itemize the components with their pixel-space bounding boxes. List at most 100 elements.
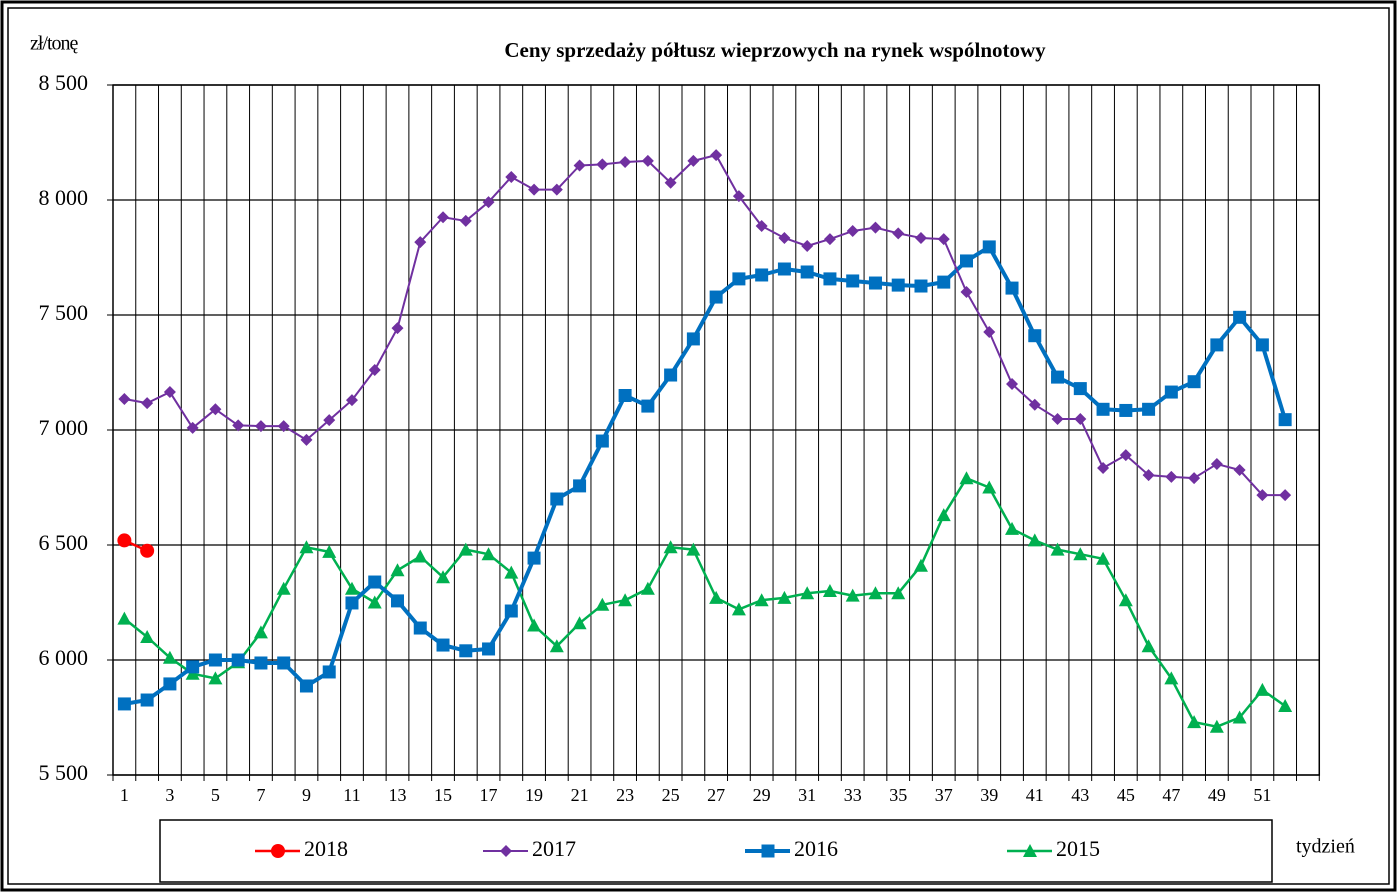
x-tick-label: 37 xyxy=(935,785,953,805)
marker xyxy=(141,397,154,410)
marker xyxy=(754,593,769,607)
marker xyxy=(573,479,587,493)
marker xyxy=(414,236,427,249)
marker xyxy=(436,638,450,652)
marker xyxy=(1210,458,1223,471)
marker xyxy=(118,392,131,405)
marker xyxy=(937,233,950,246)
marker xyxy=(1164,385,1178,399)
y-tick-label: 7 000 xyxy=(39,415,89,440)
marker xyxy=(1165,470,1178,483)
marker xyxy=(1028,329,1042,343)
inner-frame xyxy=(7,7,1390,885)
x-tick-label: 47 xyxy=(1162,785,1180,805)
marker xyxy=(619,156,632,169)
marker xyxy=(709,290,723,304)
marker xyxy=(1142,402,1156,416)
x-tick-label: 13 xyxy=(389,785,407,805)
marker xyxy=(344,581,359,595)
marker xyxy=(1187,375,1201,389)
marker xyxy=(1023,844,1037,857)
x-tick-label: 33 xyxy=(844,785,862,805)
marker xyxy=(1006,378,1019,390)
y-tick-label: 7 500 xyxy=(39,300,89,325)
marker xyxy=(277,656,291,670)
marker xyxy=(504,565,519,579)
marker xyxy=(500,845,512,857)
marker xyxy=(1073,382,1087,396)
marker xyxy=(1119,449,1132,462)
marker xyxy=(413,549,428,563)
marker xyxy=(1255,682,1270,696)
marker xyxy=(686,542,701,556)
marker xyxy=(1073,547,1088,561)
marker xyxy=(208,671,223,685)
x-tick-label: 5 xyxy=(211,785,220,805)
marker xyxy=(1255,338,1269,352)
marker xyxy=(163,386,176,399)
marker xyxy=(822,584,837,597)
marker xyxy=(914,279,928,293)
marker xyxy=(1233,310,1247,324)
marker xyxy=(891,586,906,600)
marker xyxy=(663,540,678,554)
marker xyxy=(162,650,177,664)
marker xyxy=(322,544,337,558)
marker xyxy=(777,590,792,604)
marker xyxy=(800,586,815,600)
y-tick-label: 6 000 xyxy=(39,645,89,670)
marker xyxy=(1210,338,1224,352)
y-tick-label: 8 500 xyxy=(39,70,89,95)
marker xyxy=(231,653,245,667)
marker xyxy=(845,588,860,602)
x-tick-label: 39 xyxy=(980,785,998,805)
marker xyxy=(1119,403,1133,417)
marker xyxy=(1188,472,1201,485)
x-tick-label: 1 xyxy=(120,785,129,805)
marker xyxy=(482,642,496,656)
marker xyxy=(299,540,314,554)
marker xyxy=(253,625,268,639)
marker xyxy=(983,326,996,339)
marker xyxy=(914,231,927,244)
marker xyxy=(982,480,997,494)
marker xyxy=(755,219,768,232)
marker xyxy=(140,693,154,707)
marker xyxy=(869,221,882,234)
marker xyxy=(960,254,973,268)
x-tick-label: 31 xyxy=(798,785,816,805)
marker xyxy=(1256,489,1269,502)
plot-border xyxy=(112,84,1321,776)
marker xyxy=(618,593,633,607)
x-tick-label: 49 xyxy=(1208,785,1226,805)
marker xyxy=(868,276,882,290)
marker xyxy=(391,322,404,335)
marker xyxy=(527,551,541,565)
marker xyxy=(846,274,860,288)
marker xyxy=(345,394,358,407)
marker xyxy=(367,595,382,609)
marker xyxy=(368,575,382,589)
x-tick-label: 51 xyxy=(1253,785,1271,805)
marker xyxy=(390,563,405,577)
marker xyxy=(664,176,677,189)
y-tick-label: 5 500 xyxy=(39,760,89,785)
x-tick-label: 17 xyxy=(480,785,498,805)
marker xyxy=(913,558,928,572)
marker xyxy=(1028,398,1041,411)
legend-label: 2016 xyxy=(794,836,838,861)
x-tick-label: 9 xyxy=(302,785,311,805)
marker xyxy=(1005,521,1020,535)
x-tick-label: 43 xyxy=(1071,785,1089,805)
marker xyxy=(595,434,609,448)
marker xyxy=(1096,551,1111,565)
marker xyxy=(1141,639,1156,653)
marker xyxy=(687,154,700,167)
marker xyxy=(117,611,132,625)
marker xyxy=(527,618,542,632)
marker xyxy=(1096,402,1110,416)
marker xyxy=(1027,533,1042,547)
marker xyxy=(437,211,450,224)
x-tick-label: 35 xyxy=(889,785,907,805)
